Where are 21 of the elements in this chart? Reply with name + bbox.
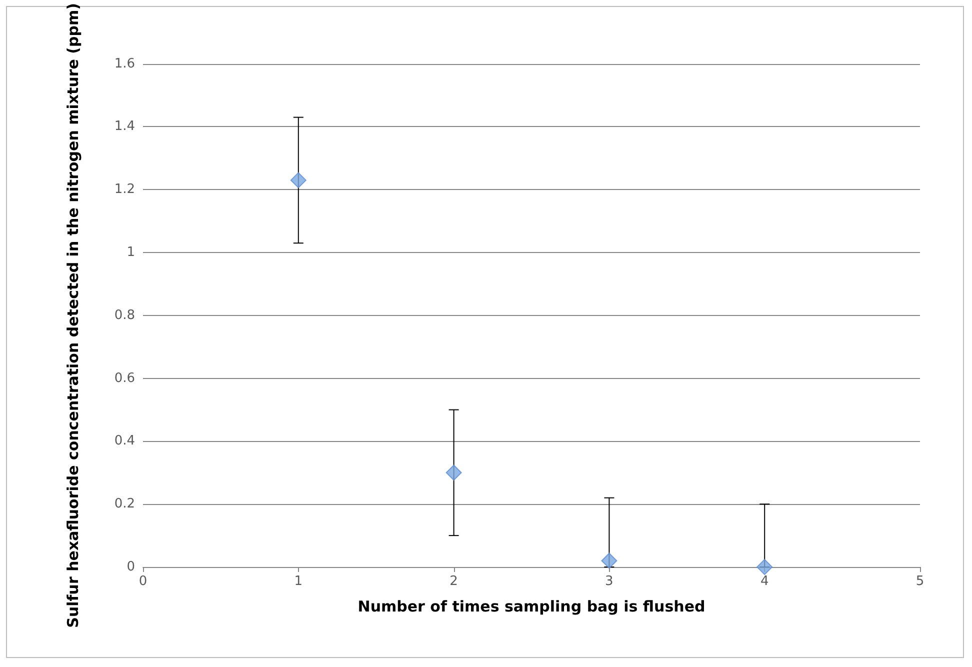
x-axis-title: Number of times sampling bag is flushed [358,598,706,616]
y-tick-label: 0.8 [114,308,135,323]
x-tick-label: 3 [605,574,614,589]
x-tick-label: 0 [138,574,148,589]
point [446,464,462,481]
y-tick-label: 0.2 [114,496,135,512]
x-tick-label: 1 [294,574,303,589]
y-tick-label: 1 [126,245,135,260]
point [290,172,306,188]
point [601,552,618,569]
x-tick-label: 5 [916,574,924,589]
y-tick-label: 0.6 [114,370,135,386]
y-tick-label: 0.4 [114,434,135,449]
y-tick-label: 1.2 [114,182,135,198]
y-axis-title: Sulfur hexafluoride concentration detected in the nitrogen mixture (ppm) [64,3,82,628]
y-tick-label: 1.6 [114,56,135,72]
y-tick-label: 1.4 [114,119,135,134]
y-tick-label: 0 [126,560,135,574]
x-tick-label: 4 [760,574,769,589]
x-tick-label: 2 [450,574,458,589]
point [756,559,773,575]
